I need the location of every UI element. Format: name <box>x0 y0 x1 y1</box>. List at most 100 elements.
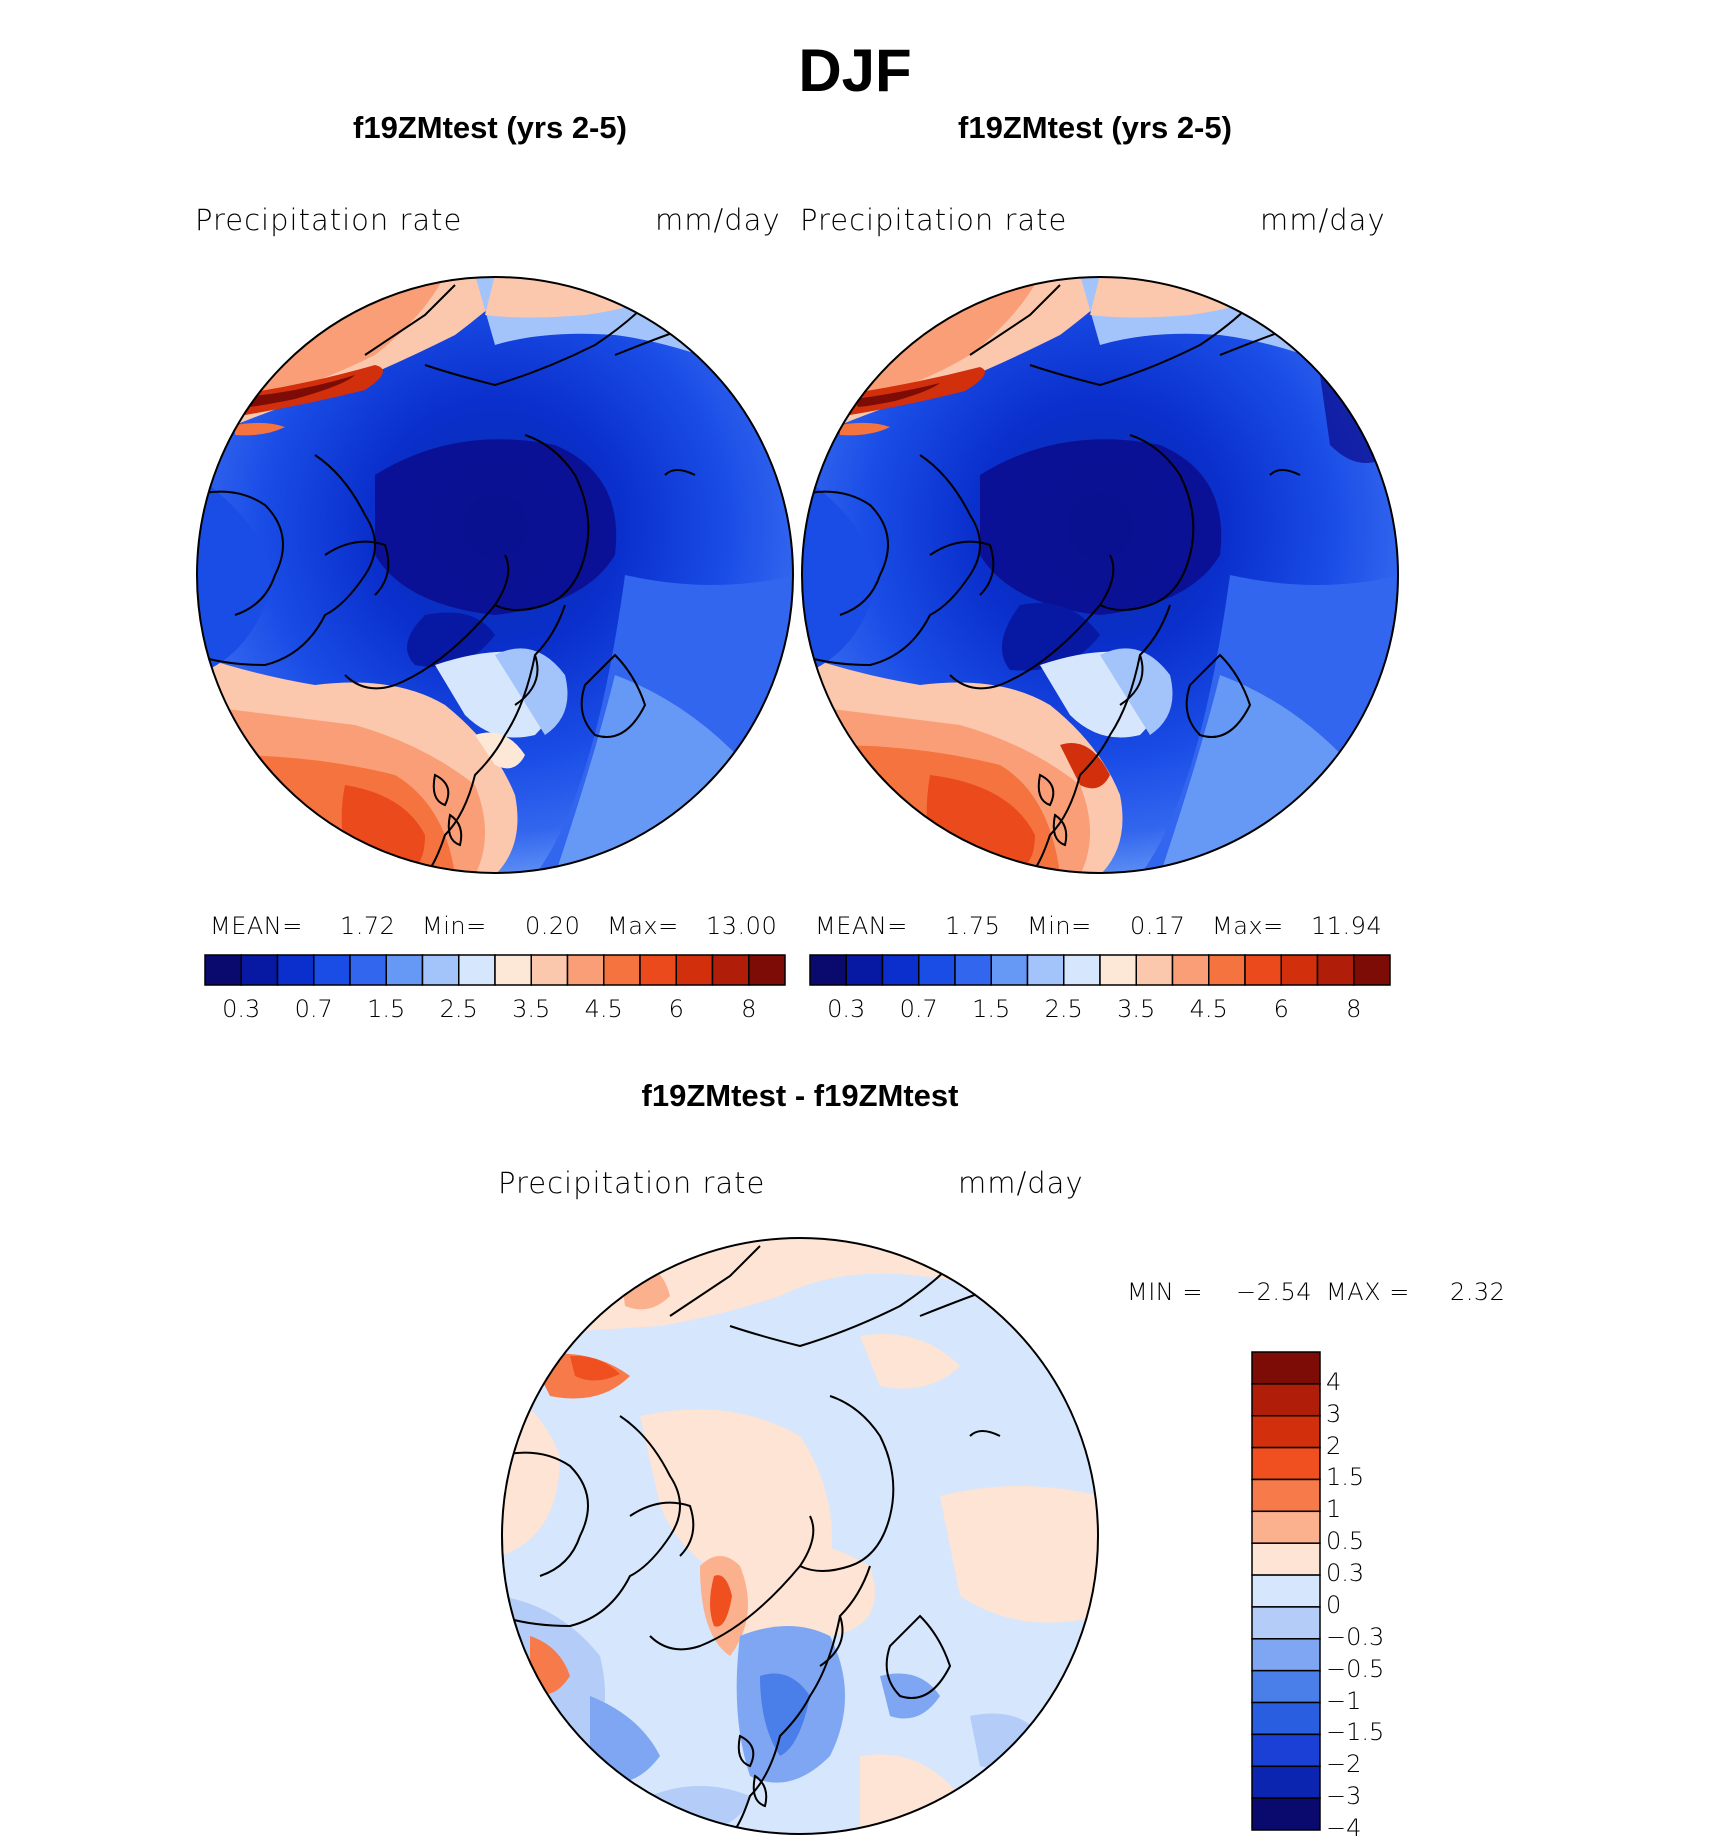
colorbar-swatch <box>1135 954 1174 986</box>
colorbar-swatch <box>1251 1383 1321 1417</box>
colorbar-swatch <box>881 954 920 986</box>
colorbar-tick-label: 0.7 <box>294 995 333 1023</box>
colorbar-swatch <box>204 954 242 986</box>
diff-max-value: 2.32 <box>1450 1278 1506 1306</box>
panel-2-max-label: Max= <box>1212 912 1284 940</box>
panel-1-min-label: Min= <box>422 912 487 940</box>
colorbar-tick-label: 6 <box>1273 995 1289 1023</box>
page-title: DJF <box>798 37 912 104</box>
colorbar-swatch <box>1251 1606 1321 1640</box>
colorbar-swatch <box>1251 1765 1321 1799</box>
colorbar-tick-label: 2 <box>1326 1431 1342 1460</box>
colorbar-swatch <box>1251 1638 1321 1672</box>
colorbar-swatch <box>1251 1669 1321 1704</box>
colorbar-swatch <box>1244 954 1282 986</box>
diff-max-label: MAX = <box>1326 1278 1410 1306</box>
panel-1-map <box>196 276 794 874</box>
colorbar-tick-label: −4 <box>1326 1814 1362 1842</box>
panel-1-colorbar-ticks: 0.3 0.7 1.5 2.5 3.5 4.5 6 8 <box>205 995 785 1025</box>
panel-1-max-label: Max= <box>607 912 679 940</box>
diff-units-label: mm/day <box>958 1166 1084 1200</box>
colorbar-tick-label: 6 <box>668 995 684 1023</box>
colorbar-tick-label: 0.5 <box>1326 1527 1365 1556</box>
colorbar-swatch <box>530 954 569 986</box>
colorbar-swatch <box>809 954 847 986</box>
panel-2-colorbar-ticks: 0.3 0.7 1.5 2.5 3.5 4.5 6 8 <box>810 995 1390 1025</box>
colorbar-tick-label: −1 <box>1326 1686 1362 1715</box>
colorbar-swatch <box>675 954 714 986</box>
panel-1-units-label: mm/day <box>655 203 781 237</box>
colorbar-swatch <box>918 954 956 986</box>
colorbar-swatch <box>1251 1510 1321 1544</box>
colorbar-tick-label: 8 <box>741 995 757 1023</box>
colorbar-swatch <box>1251 1542 1321 1576</box>
colorbar-tick-label: 2.5 <box>1044 995 1083 1023</box>
colorbar-tick-label: 4.5 <box>1189 995 1228 1023</box>
colorbar-tick-label: 1.5 <box>972 995 1011 1023</box>
panel-1-colorbar <box>204 954 786 986</box>
colorbar-swatch <box>748 954 786 986</box>
diff-case-title: f19ZMtest - f19ZMtest <box>641 1078 959 1113</box>
colorbar-swatch <box>421 954 460 986</box>
colorbar-swatch <box>1251 1351 1321 1385</box>
colorbar-tick-label: 3 <box>1326 1399 1342 1428</box>
panel-1-min-value: 0.20 <box>525 912 581 940</box>
colorbar-swatch <box>1208 954 1246 986</box>
colorbar-tick-label: 0.3 <box>827 995 866 1023</box>
panel-2-min-value: 0.17 <box>1130 912 1186 940</box>
colorbar-swatch <box>1099 954 1137 986</box>
colorbar-swatch <box>349 954 387 986</box>
panel-1-mean-value: 1.72 <box>340 912 396 940</box>
panel-2-map <box>801 276 1399 874</box>
colorbar-tick-label: 2.5 <box>439 995 478 1023</box>
colorbar-tick-label: 1.5 <box>367 995 406 1023</box>
colorbar-swatch <box>845 954 884 986</box>
colorbar-swatch <box>240 954 279 986</box>
colorbar-tick-label: 3.5 <box>512 995 551 1023</box>
colorbar-swatch <box>1251 1414 1321 1449</box>
colorbar-tick-label: 4 <box>1326 1367 1342 1396</box>
colorbar-swatch <box>990 954 1029 986</box>
colorbar-swatch <box>385 954 424 986</box>
colorbar-tick-label: 1 <box>1326 1495 1342 1524</box>
colorbar-swatch <box>1026 954 1065 986</box>
colorbar-tick-label: 0 <box>1326 1590 1342 1619</box>
panel-1-variable-label: Precipitation rate <box>195 203 463 237</box>
colorbar-tick-label: −1.5 <box>1326 1718 1385 1747</box>
panel-2-variable-label: Precipitation rate <box>800 203 1068 237</box>
panel-2-mean-label: MEAN= <box>815 912 908 940</box>
panel-2-units-label: mm/day <box>1260 203 1386 237</box>
panel-2-mean-value: 1.75 <box>945 912 1001 940</box>
diff-min-label: MIN = <box>1127 1278 1203 1306</box>
panel-1-case-title: f19ZMtest (yrs 2-5) <box>353 110 627 145</box>
colorbar-tick-label: 4.5 <box>584 995 623 1023</box>
colorbar-swatch <box>1280 954 1319 986</box>
colorbar-tick-label: 0.3 <box>1326 1559 1365 1588</box>
colorbar-swatch <box>1251 1701 1321 1736</box>
colorbar-tick-label: −0.3 <box>1326 1622 1385 1651</box>
colorbar-tick-label: 3.5 <box>1117 995 1156 1023</box>
colorbar-swatch <box>1353 954 1391 986</box>
panel-2-case-title: f19ZMtest (yrs 2-5) <box>958 110 1232 145</box>
colorbar-swatch <box>566 954 605 986</box>
panel-1-max-value: 13.00 <box>706 912 778 940</box>
diff-variable-label: Precipitation rate <box>498 1166 766 1200</box>
colorbar-swatch <box>458 954 496 986</box>
colorbar-swatch <box>1251 1446 1321 1481</box>
colorbar-swatch <box>1251 1574 1321 1608</box>
colorbar-swatch <box>639 954 677 986</box>
panel-2-colorbar <box>809 954 1391 986</box>
colorbar-swatch <box>1171 954 1210 986</box>
colorbar-swatch <box>1251 1797 1321 1831</box>
panel-1-mean-label: MEAN= <box>210 912 303 940</box>
colorbar-tick-label: −3 <box>1326 1782 1362 1811</box>
colorbar-tick-label: 0.3 <box>222 995 261 1023</box>
colorbar-swatch <box>1316 954 1355 986</box>
diff-map <box>501 1237 1099 1835</box>
diff-colorbar <box>1251 1351 1321 1831</box>
colorbar-swatch <box>1251 1733 1321 1768</box>
panel-2-max-value: 11.94 <box>1311 912 1383 940</box>
diff-min-value: −2.54 <box>1236 1278 1313 1306</box>
colorbar-tick-label: −0.5 <box>1326 1654 1385 1683</box>
colorbar-swatch <box>954 954 992 986</box>
